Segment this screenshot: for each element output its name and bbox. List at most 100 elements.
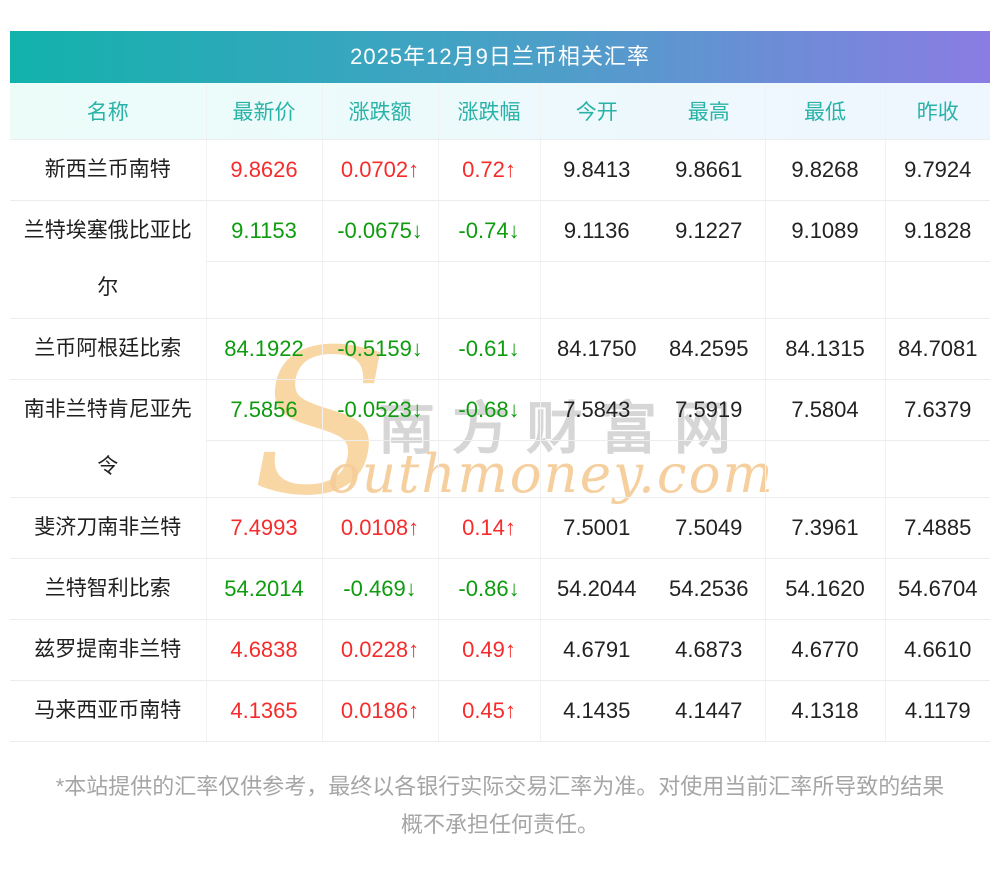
open-price-cell: 54.2044 (540, 558, 653, 620)
prev-close-cell: 4.1179 (885, 680, 990, 742)
last-price-cell: 9.8626 (206, 139, 323, 201)
empty-cell (540, 261, 653, 319)
table-row: 兰特埃塞俄比亚比尔 9.1153 -0.0675↓ -0.74↓ 9.1136 9.122… (10, 200, 990, 319)
table-row-continuation (10, 261, 990, 319)
column-header: 今开 (540, 83, 653, 140)
empty-cell (438, 440, 541, 498)
high-price-cell: 84.2595 (653, 318, 766, 380)
open-price-cell: 7.5843 (540, 379, 653, 441)
last-price-cell: 4.1365 (206, 680, 323, 742)
table-row: 兰币阿根廷比索 84.1922 -0.5159↓ -0.61↓ 84.1750 84.25… (10, 318, 990, 380)
last-price-cell: 4.6838 (206, 619, 323, 681)
high-price-cell: 4.6873 (653, 619, 766, 681)
empty-cell (885, 261, 990, 319)
column-header: 昨收 (885, 83, 990, 140)
currency-pair-name: 新西兰币南特 (10, 139, 207, 201)
column-header: 涨跌额 (322, 83, 439, 140)
change-percent-cell: 0.14↑ (438, 497, 541, 559)
change-amount-cell: -0.0523↓ (322, 379, 439, 441)
change-amount-cell: -0.5159↓ (322, 318, 439, 380)
prev-close-cell: 9.1828 (885, 200, 990, 262)
column-header: 最高 (653, 83, 766, 140)
low-price-cell: 4.1318 (765, 680, 886, 742)
currency-pair-name: 斐济刀南非兰特 (10, 497, 207, 559)
currency-pair-name: 兰币阿根廷比索 (10, 318, 207, 380)
prev-close-cell: 7.4885 (885, 497, 990, 559)
column-header: 涨跌幅 (438, 83, 541, 140)
empty-cell (206, 440, 323, 498)
empty-cell (653, 261, 766, 319)
change-percent-cell: 0.72↑ (438, 139, 541, 201)
disclaimer-line-2: 概不承担任何责任。 (400, 811, 599, 837)
open-price-cell: 7.5001 (540, 497, 653, 559)
high-price-cell: 54.2536 (653, 558, 766, 620)
empty-cell (322, 261, 439, 319)
change-amount-cell: -0.0675↓ (322, 200, 439, 262)
low-price-cell: 84.1315 (765, 318, 886, 380)
open-price-cell: 84.1750 (540, 318, 653, 380)
change-percent-cell: -0.61↓ (438, 318, 541, 380)
empty-cell (765, 261, 886, 319)
high-price-cell: 7.5049 (653, 497, 766, 559)
high-price-cell: 7.5919 (653, 379, 766, 441)
table-row: 兹罗提南非兰特 4.6838 0.0228↑ 0.49↑ 4.6791 4.6873 4.6… (10, 619, 990, 681)
low-price-cell: 4.6770 (765, 619, 886, 681)
open-price-cell: 4.1435 (540, 680, 653, 742)
low-price-cell: 9.1089 (765, 200, 886, 262)
currency-pair-name: 马来西亚币南特 (10, 680, 207, 742)
column-header: 最低 (765, 83, 886, 140)
change-percent-cell: -0.86↓ (438, 558, 541, 620)
empty-cell (206, 261, 323, 319)
table-row: 兰特智利比索 54.2014 -0.469↓ -0.86↓ 54.2044 54.2536… (10, 558, 990, 620)
high-price-cell: 4.1447 (653, 680, 766, 742)
prev-close-cell: 84.7081 (885, 318, 990, 380)
empty-cell (438, 261, 541, 319)
low-price-cell: 9.8268 (765, 139, 886, 201)
low-price-cell: 7.5804 (765, 379, 886, 441)
change-amount-cell: 0.0228↑ (322, 619, 439, 681)
change-percent-cell: 0.45↑ (438, 680, 541, 742)
last-price-cell: 54.2014 (206, 558, 323, 620)
change-percent-cell: -0.68↓ (438, 379, 541, 441)
currency-pair-name: 兰特埃塞俄比亚比尔 (10, 200, 207, 319)
last-price-cell: 84.1922 (206, 318, 323, 380)
prev-close-cell: 4.6610 (885, 619, 990, 681)
column-header: 名称 (10, 83, 207, 140)
prev-close-cell: 54.6704 (885, 558, 990, 620)
exchange-rate-table: 名称 最新价 涨跌额 涨跌幅 今开 最高 最低 昨收 新西兰币南特 9.8626 0.0702↑ 0… (10, 83, 990, 742)
last-price-cell: 7.4993 (206, 497, 323, 559)
rate-page: S 南方财富网 outhmoney.com 2025年12月9日兰币相关汇率 名… (0, 31, 1000, 844)
open-price-cell: 4.6791 (540, 619, 653, 681)
currency-pair-name: 兹罗提南非兰特 (10, 619, 207, 681)
table-row: 斐济刀南非兰特 7.4993 0.0108↑ 0.14↑ 7.5001 7.5049 7.3… (10, 497, 990, 559)
high-price-cell: 9.8661 (653, 139, 766, 201)
disclaimer: *本站提供的汇率仅供参考，最终以各银行实际交易汇率为准。对使用当前汇率所导致的结… (10, 768, 990, 844)
disclaimer-line-1: *本站提供的汇率仅供参考，最终以各银行实际交易汇率为准。对使用当前汇率所导致的结… (55, 773, 945, 799)
empty-cell (653, 440, 766, 498)
change-amount-cell: -0.469↓ (322, 558, 439, 620)
open-price-cell: 9.8413 (540, 139, 653, 201)
empty-cell (765, 440, 886, 498)
empty-cell (540, 440, 653, 498)
open-price-cell: 9.1136 (540, 200, 653, 262)
low-price-cell: 54.1620 (765, 558, 886, 620)
currency-pair-name: 兰特智利比索 (10, 558, 207, 620)
change-amount-cell: 0.0186↑ (322, 680, 439, 742)
change-percent-cell: -0.74↓ (438, 200, 541, 262)
low-price-cell: 7.3961 (765, 497, 886, 559)
high-price-cell: 9.1227 (653, 200, 766, 262)
change-amount-cell: 0.0108↑ (322, 497, 439, 559)
last-price-cell: 9.1153 (206, 200, 323, 262)
prev-close-cell: 9.7924 (885, 139, 990, 201)
table-row: 南非兰特肯尼亚先令 7.5856 -0.0523↓ -0.68↓ 7.5843 7.591… (10, 379, 990, 498)
prev-close-cell: 7.6379 (885, 379, 990, 441)
currency-pair-name: 南非兰特肯尼亚先令 (10, 379, 207, 498)
change-percent-cell: 0.49↑ (438, 619, 541, 681)
table-row-continuation (10, 440, 990, 498)
table-row: 马来西亚币南特 4.1365 0.0186↑ 0.45↑ 4.1435 4.1447 4.1… (10, 680, 990, 742)
last-price-cell: 7.5856 (206, 379, 323, 441)
page-title: 2025年12月9日兰币相关汇率 (10, 31, 990, 83)
column-header: 最新价 (206, 83, 323, 140)
empty-cell (885, 440, 990, 498)
table-header: 名称 最新价 涨跌额 涨跌幅 今开 最高 最低 昨收 (10, 83, 990, 140)
